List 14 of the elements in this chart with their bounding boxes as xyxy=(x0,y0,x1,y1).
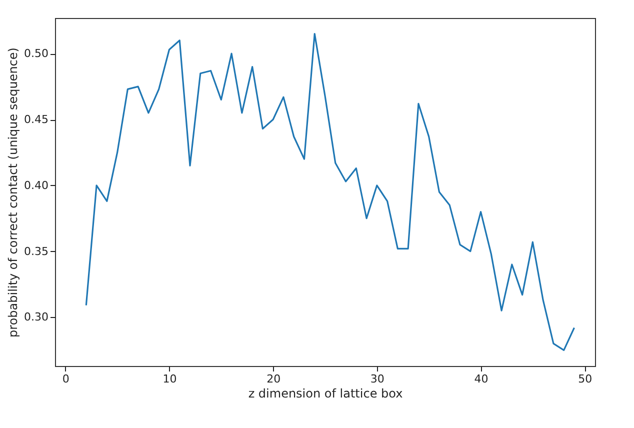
y-tick-label: 0.35 xyxy=(24,244,48,258)
x-tick-label: 0 xyxy=(62,372,70,386)
y-tick-label: 0.40 xyxy=(24,178,48,192)
y-tick-label: 0.30 xyxy=(24,310,48,324)
x-tick-label: 50 xyxy=(578,372,592,386)
line-series xyxy=(85,33,576,351)
x-tick-label: 40 xyxy=(474,372,488,386)
x-tick-label: 10 xyxy=(162,372,177,386)
y-axis-title: probability of correct contact (unique sequence) xyxy=(6,48,20,338)
x-axis-title: z dimension of lattice box xyxy=(248,386,403,400)
y-tick-label: 0.50 xyxy=(24,47,48,60)
y-tick-label: 0.45 xyxy=(24,113,48,126)
x-tick-label: 30 xyxy=(370,372,384,386)
x-tick-label: 20 xyxy=(266,372,281,386)
